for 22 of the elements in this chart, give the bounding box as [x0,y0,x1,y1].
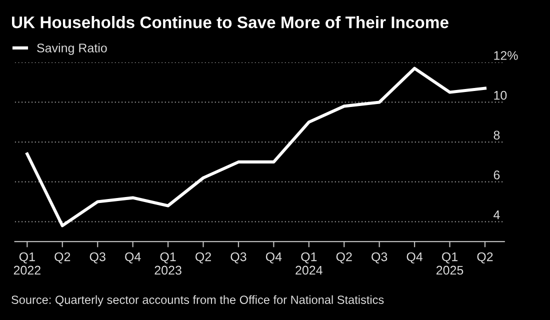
source-note: Source: Quarterly sector accounts from the Office for National Statistics [12,295,384,306]
x-tick-label: Q2 [54,252,70,264]
legend-label: Saving Ratio [37,43,107,55]
y-tick-label: 8 [494,130,500,140]
x-tick-label: Q3 [230,252,246,264]
x-tick-label: Q2 [196,252,211,264]
x-tick-label: Q2 [336,252,352,264]
x-tick-label: Q1 2022 [14,252,40,275]
y-tick-label: 12% [494,51,518,60]
x-tick-label: Q4 [266,252,282,264]
x-tick-label: Q2 [477,252,493,264]
chart-title: UK Households Continue to Save More of Their Income [12,16,448,28]
x-tick-label: Q1 2024 [296,252,322,275]
x-tick-label: Q4 [125,252,141,264]
y-tick-label: 4 [494,210,500,220]
y-tick-label: 6 [494,170,500,180]
x-tick-label: Q3 [372,252,388,264]
y-tick-label: 10 [494,90,507,100]
x-tick-label: Q1 2023 [154,252,182,275]
x-tick-label: Q1 2025 [436,252,464,275]
x-tick-label: Q4 [406,252,423,264]
x-tick-label: Q3 [90,252,106,264]
